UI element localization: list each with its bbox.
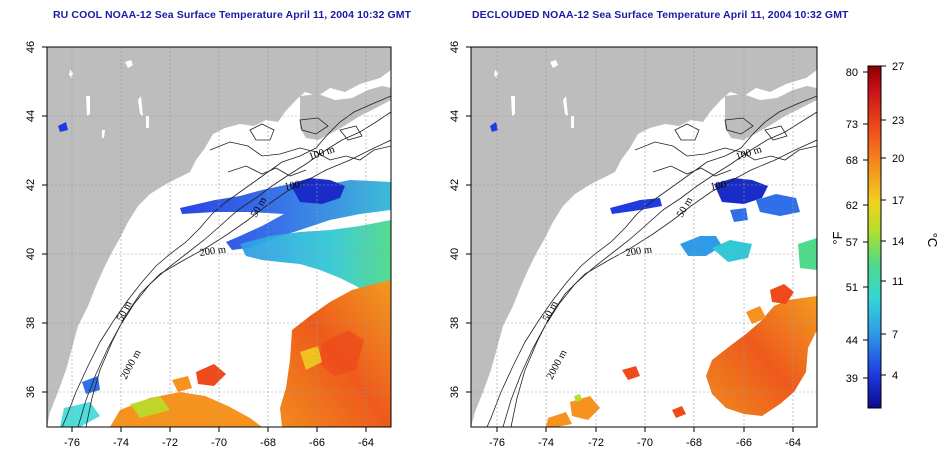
lon-tick-label: -72: [162, 437, 178, 449]
fahrenheit-tick: 73: [846, 119, 858, 131]
colorbar-scale: [867, 65, 882, 409]
lat-tick-label: 44: [25, 110, 37, 122]
celsius-tick: 27: [892, 61, 904, 73]
lat-tick-label: 46: [25, 41, 37, 53]
warm-eddy: [110, 392, 262, 427]
contour-label-50m: 50 m: [675, 196, 695, 220]
lat-tick-label: 42: [25, 179, 37, 191]
fahrenheit-tick: 44: [846, 335, 858, 347]
warm-eddy: [622, 366, 640, 380]
lon-tick-label: -74: [538, 437, 554, 449]
contour-label-2000m: 2000 m: [119, 348, 144, 381]
left-map-panel: 100 m 100 50 m 200 m 50 m 2000 m -76 -74…: [25, 41, 392, 449]
contour-label-2000m: 2000 m: [545, 348, 570, 381]
fahrenheit-tick: 68: [846, 155, 858, 167]
lakes: [494, 60, 574, 128]
contour-label-100: 100: [284, 179, 301, 193]
lat-tick-label: 38: [25, 317, 37, 329]
lon-tick-label: -72: [588, 437, 604, 449]
land-mass: [47, 47, 391, 427]
lon-tick-label: -66: [309, 437, 325, 449]
cold-patch: [290, 178, 345, 204]
land-mass: [471, 47, 817, 427]
graticule: [47, 47, 391, 427]
lat-tick-label: 36: [25, 386, 37, 398]
right-map-panel: 100 m 100 50 m 200 m 50 m 2000 m -76 -74…: [449, 41, 818, 449]
cold-water: [610, 198, 662, 214]
warm-water: [706, 296, 817, 416]
lon-tick-label: -66: [736, 437, 752, 449]
lon-tick-label: -64: [358, 437, 374, 449]
contour-label-50m-south: 50 m: [115, 299, 135, 323]
lon-tick-label: -64: [785, 437, 801, 449]
lat-tick-label: 40: [449, 248, 461, 260]
lon-tick-label: -70: [637, 437, 653, 449]
contour-label-100m: 100 m: [735, 144, 764, 163]
cold-patch: [714, 178, 768, 204]
fahrenheit-tick: 57: [846, 237, 858, 249]
lon-tick-label: -76: [64, 437, 80, 449]
right-map-title: DECLOUDED NOAA-12 Sea Surface Temperatur…: [472, 9, 849, 21]
celsius-tick: 17: [892, 195, 904, 207]
land-nova-scotia: [300, 86, 391, 140]
graticule: [471, 47, 817, 427]
celsius-tick: 4: [892, 370, 898, 382]
celsius-tick: 20: [892, 153, 904, 165]
contour-label-100m: 100 m: [308, 144, 337, 163]
celsius-unit-label: °C: [925, 233, 940, 248]
map-frame: [470, 46, 818, 428]
lat-tick-label: 42: [449, 179, 461, 191]
celsius-tick: 23: [892, 115, 904, 127]
contour-label-100: 100: [710, 179, 727, 193]
temperature-colorbar: 80 73 68 62 57 51 44 39 27 23 20 17 14 1…: [830, 61, 940, 409]
contour-label-50m-south: 50 m: [541, 299, 561, 323]
lon-tick-label: -70: [211, 437, 227, 449]
fahrenheit-unit-label: °F: [830, 231, 845, 244]
fahrenheit-tick: 62: [846, 200, 858, 212]
lat-tick-label: 40: [25, 248, 37, 260]
lat-tick-label: 46: [449, 41, 461, 53]
lon-tick-label: -68: [686, 437, 702, 449]
bathymetry-contours: [61, 95, 391, 427]
lat-tick-label: 36: [449, 386, 461, 398]
celsius-tick: 7: [892, 329, 898, 341]
celsius-tick: 14: [892, 236, 904, 248]
lat-tick-label: 38: [449, 317, 461, 329]
contour-label-200m: 200 m: [199, 244, 227, 259]
contour-label-200m: 200 m: [625, 244, 653, 259]
land-nova-scotia: [725, 86, 817, 140]
fahrenheit-tick: 51: [846, 282, 858, 294]
lon-tick-label: -74: [113, 437, 129, 449]
shelf-water: [240, 220, 391, 300]
fahrenheit-tick: 80: [846, 67, 858, 79]
fahrenheit-tick: 39: [846, 373, 858, 385]
lon-tick-label: -76: [489, 437, 505, 449]
lat-tick-label: 44: [449, 110, 461, 122]
left-map-title: RU COOL NOAA-12 Sea Surface Temperature …: [53, 9, 412, 21]
celsius-tick: 11: [892, 276, 903, 288]
lon-tick-label: -68: [260, 437, 276, 449]
